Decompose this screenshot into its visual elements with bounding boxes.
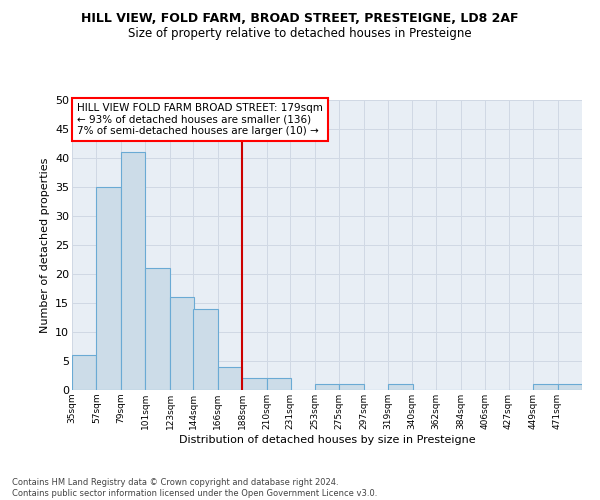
Bar	[557, 384, 582, 390]
Y-axis label: Number of detached properties: Number of detached properties	[40, 158, 50, 332]
Bar	[121, 152, 145, 390]
Text: Size of property relative to detached houses in Presteigne: Size of property relative to detached ho…	[128, 28, 472, 40]
Bar	[388, 384, 413, 390]
Text: Contains HM Land Registry data © Crown copyright and database right 2024.
Contai: Contains HM Land Registry data © Crown c…	[12, 478, 377, 498]
Bar	[97, 187, 121, 390]
Bar	[193, 309, 218, 390]
Bar	[170, 297, 194, 390]
Text: HILL VIEW FOLD FARM BROAD STREET: 179sqm
← 93% of detached houses are smaller (1: HILL VIEW FOLD FARM BROAD STREET: 179sqm…	[77, 103, 323, 136]
Bar	[218, 367, 242, 390]
Bar	[339, 384, 364, 390]
X-axis label: Distribution of detached houses by size in Presteigne: Distribution of detached houses by size …	[179, 434, 475, 444]
Bar	[315, 384, 339, 390]
Bar	[242, 378, 267, 390]
Bar	[72, 355, 97, 390]
Bar	[267, 378, 292, 390]
Bar	[145, 268, 170, 390]
Bar	[533, 384, 557, 390]
Text: HILL VIEW, FOLD FARM, BROAD STREET, PRESTEIGNE, LD8 2AF: HILL VIEW, FOLD FARM, BROAD STREET, PRES…	[81, 12, 519, 26]
